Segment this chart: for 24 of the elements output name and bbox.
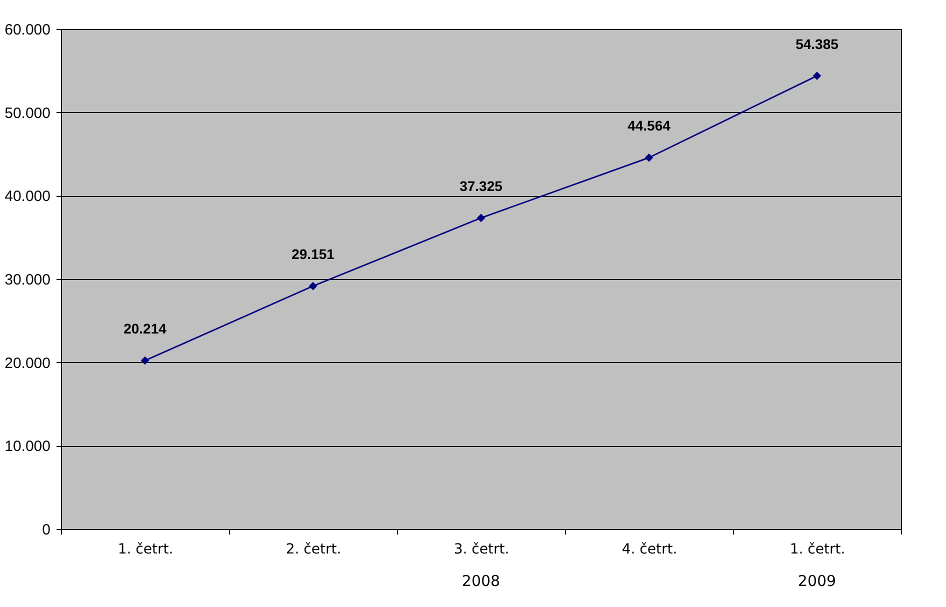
data-label: 20.214	[124, 320, 167, 337]
text: 2008	[462, 572, 500, 590]
y-tick-label: 30.000	[4, 272, 50, 288]
y-tick-label: 60.000	[4, 22, 50, 38]
x-tick-label: 2. četrt.	[286, 542, 342, 558]
point	[476, 214, 486, 222]
data-label: 54.385	[796, 36, 839, 52]
data-label: 44.564	[628, 118, 671, 134]
point	[644, 153, 654, 162]
text: 2009	[798, 572, 836, 590]
y-tick-label: 50.000	[4, 104, 50, 122]
point	[140, 356, 150, 365]
x-tick-label: 3. četrt.	[454, 542, 510, 558]
point	[812, 72, 822, 80]
y-tick-label: 0	[42, 522, 50, 538]
y-tick-label: 10.000	[4, 438, 50, 456]
x-tick-label: 1. četrt.	[118, 542, 174, 558]
point	[308, 282, 318, 290]
x-tick-label: 1. četrt.	[790, 542, 846, 558]
x-tick-label: 4. četrt.	[622, 542, 678, 558]
y-tick-label: 40.000	[4, 188, 50, 206]
data-label: 37.325	[460, 178, 503, 194]
y-tick-label: 20.000	[4, 354, 50, 372]
data-label: 29.151	[292, 246, 335, 262]
